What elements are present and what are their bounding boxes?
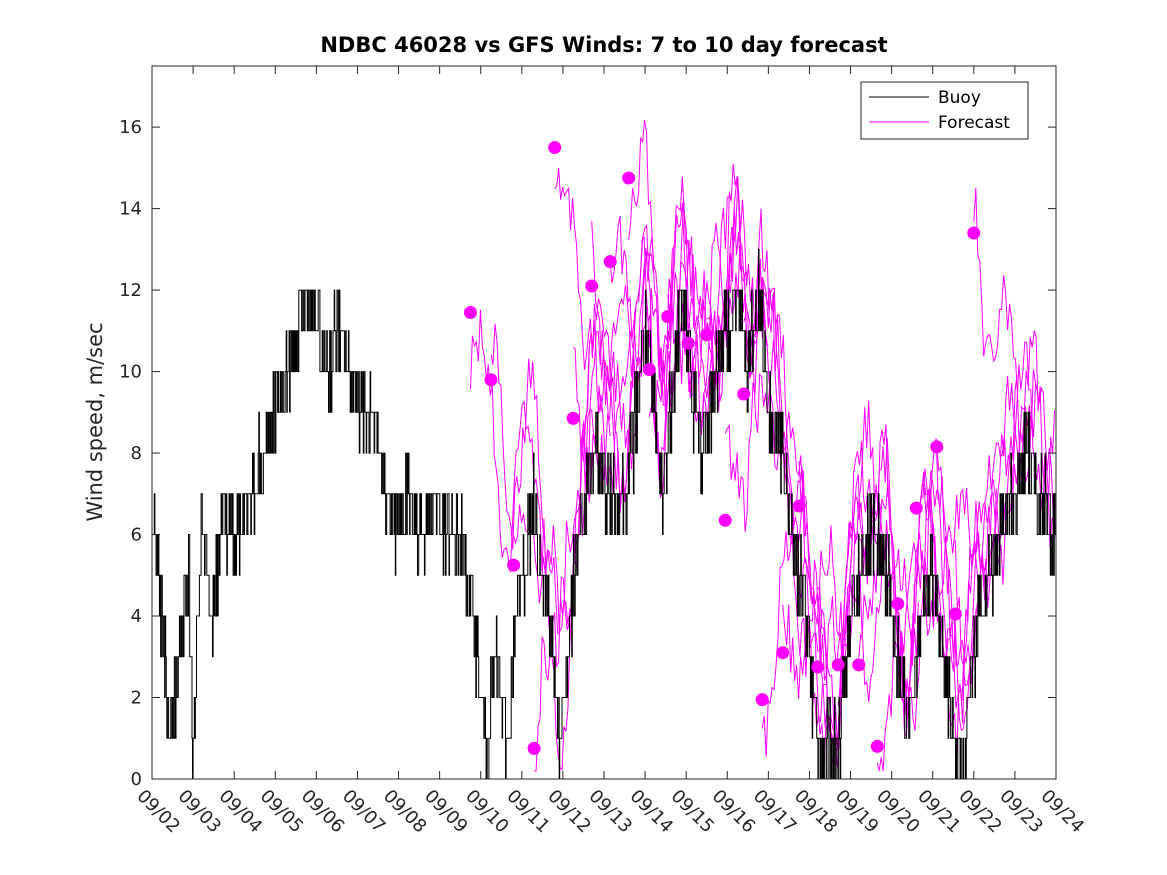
chart-title: NDBC 46028 vs GFS Winds: 7 to 10 day for… [320,33,887,57]
forecast-marker [852,658,866,672]
y-tick-label: 16 [119,117,142,138]
forecast-line [936,330,1057,587]
y-tick-label: 8 [131,443,142,464]
forecast-markers [464,141,981,755]
y-tick-label: 0 [131,769,142,790]
forecast-marker [831,658,845,672]
forecast-marker [737,387,751,401]
buoy-line [151,248,1057,780]
y-axis: 0 2 4 6 8 10 12 14 16 [119,117,1056,790]
forecast-line [470,309,591,635]
forecast-marker [891,597,905,611]
forecast-marker [700,328,714,342]
buoy-series [151,248,1057,780]
y-tick-label: 12 [119,280,142,301]
forecast-marker [776,646,790,660]
forecast-marker [642,363,656,376]
forecast-line [798,400,919,668]
forecast-marker [464,306,477,319]
forecast-marker [507,558,521,572]
y-tick-label: 10 [119,362,142,383]
forecast-marker [603,255,617,269]
legend-box [860,81,1029,140]
forecast-marker [566,411,580,425]
forecast-line [572,202,693,503]
y-tick-label: 4 [131,606,142,627]
legend-forecast-label: Forecast [938,113,1010,133]
y-tick-label: 2 [131,688,142,709]
forecast-marker [967,226,981,240]
forecast-marker [661,310,675,324]
forecast-marker [681,336,695,350]
legend-buoy-label: Buoy [938,88,981,108]
y-tick-label: 6 [131,525,142,546]
y-tick-label: 14 [119,199,142,220]
legend: Buoy Forecast [860,81,1029,140]
forecast-marker [585,279,599,293]
forecast-line [973,188,1056,521]
plot-area [152,66,1056,779]
y-axis-label: Wind speed, m/sec [83,322,107,521]
forecast-marker [909,501,923,515]
forecast-marker [622,171,636,185]
forecast-marker [548,141,562,154]
forecast-line [648,180,769,434]
forecast-line [724,278,845,728]
forecast-marker [870,739,884,753]
forecast-marker [930,440,944,454]
forecast-marker [527,741,541,755]
forecast-line [761,441,882,770]
forecast-marker [792,499,806,513]
forecast-line [591,220,712,406]
forecast-line [876,470,997,772]
forecast-marker [718,513,732,527]
forecast-marker [755,693,769,707]
forecast-marker [811,660,825,674]
forecast-marker [948,607,962,621]
forecast-marker [484,373,498,387]
